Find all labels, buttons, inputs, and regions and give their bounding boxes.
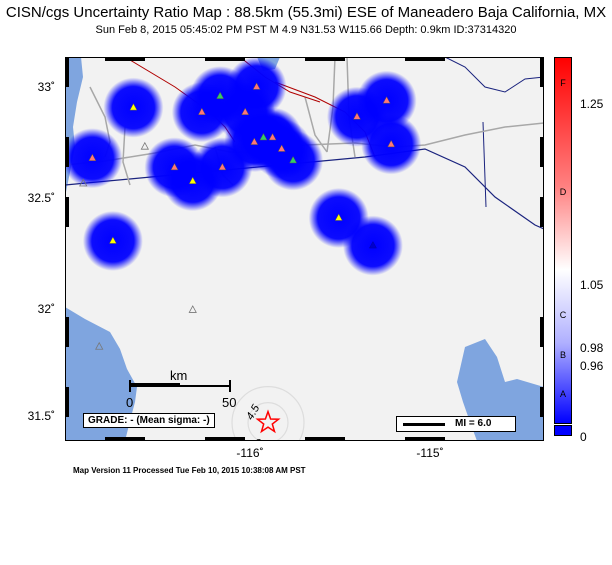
colorbar-label-1-05: 1.05 xyxy=(580,278,604,292)
inactive-station-icon xyxy=(79,178,88,187)
station-triangle-icon xyxy=(252,82,261,90)
station-triangle-icon xyxy=(387,139,396,148)
colorbar-grade-f: F xyxy=(560,78,566,88)
lon-label-116: -116˚ xyxy=(236,446,264,460)
scale-bar-fill xyxy=(130,383,180,386)
station-triangle-icon xyxy=(108,236,117,244)
map-version-footer: Map Version 11 Processed Tue Feb 10, 201… xyxy=(73,466,306,475)
lat-label-32-5: 32.5˚ xyxy=(27,191,55,205)
station-triangle-icon xyxy=(353,112,361,120)
station-triangle-icon xyxy=(88,153,97,161)
state-boundary xyxy=(444,57,544,93)
lat-label-33: 33˚ xyxy=(37,80,55,94)
station-triangle-icon xyxy=(170,162,179,171)
lat-label-32: 32˚ xyxy=(37,302,55,316)
colorbar-zero-swatch xyxy=(554,425,572,436)
station-triangle-icon xyxy=(129,103,138,111)
inactive-station-icon xyxy=(140,141,150,150)
station-triangle-icon xyxy=(241,107,250,115)
mi-legend-line xyxy=(403,423,445,426)
map-title: CISN/cgs Uncertainty Ratio Map : 88.5km … xyxy=(5,4,607,21)
colorbar xyxy=(554,57,572,424)
station-triangle-icon xyxy=(218,162,227,171)
lon-label-115: -115˚ xyxy=(416,446,444,460)
station-triangle-icon xyxy=(197,107,206,115)
colorbar-grade-a: A xyxy=(559,389,566,399)
station-triangle-icon xyxy=(259,132,268,141)
inactive-station-icon xyxy=(95,341,104,350)
colorbar-grade-b: B xyxy=(559,350,566,360)
scale-bar-max: 50 xyxy=(222,395,237,410)
epicenter-contours xyxy=(231,386,305,441)
station-triangle-icon xyxy=(289,155,298,164)
colorbar-grade-d: D xyxy=(559,187,567,197)
grade-label: GRADE: - (Mean sigma: -) xyxy=(83,413,215,428)
frame-ticks xyxy=(65,57,544,441)
station-triangle-icon xyxy=(369,241,377,249)
station-triangle-icon xyxy=(277,144,286,152)
station-triangle-icon xyxy=(250,137,259,145)
station-triangle-icon xyxy=(334,213,343,221)
scale-bar-min: 0 xyxy=(126,395,134,410)
station-triangle-icon xyxy=(216,91,225,99)
colorbar-label-1-25: 1.25 xyxy=(580,97,604,111)
state-boundary-2 xyxy=(482,121,487,208)
colorbar-label-0-96: 0.96 xyxy=(580,359,604,373)
scale-bar-title: km xyxy=(170,368,188,383)
mi-legend-label: MI = 6.0 xyxy=(455,418,492,429)
pacific-ocean-south xyxy=(65,307,137,441)
colorbar-label-0-98: 0.98 xyxy=(580,341,604,355)
colorbar-label-0: 0 xyxy=(580,430,587,444)
stations xyxy=(79,82,396,350)
station-triangle-icon xyxy=(382,96,391,104)
uncertainty-map: 4.5 3 xyxy=(65,57,544,441)
mi-legend: MI = 6.0 xyxy=(396,416,516,432)
station-triangle-icon xyxy=(268,132,277,141)
contour-label-3: 3 xyxy=(255,438,262,441)
event-info: Sun Feb 8, 2015 05:45:02 PM PST M 4.9 N3… xyxy=(95,24,517,36)
epicenter-star-icon xyxy=(255,409,281,434)
lat-label-31-5: 31.5˚ xyxy=(27,409,55,423)
station-triangle-icon xyxy=(188,176,197,184)
colorbar-grade-c: C xyxy=(559,310,567,320)
inactive-station-icon xyxy=(188,305,197,313)
gulf-of-california xyxy=(457,339,544,441)
